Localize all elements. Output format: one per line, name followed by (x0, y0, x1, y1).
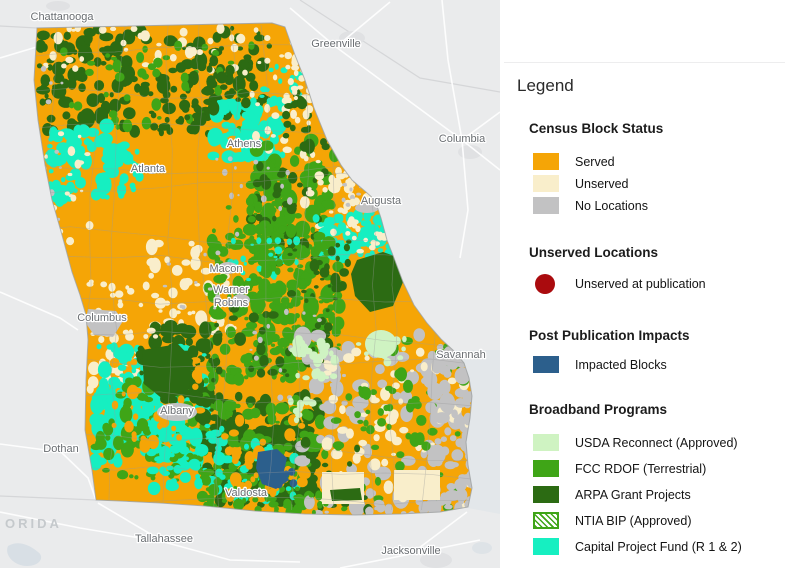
legend-item-label: Unserved at publication (575, 276, 706, 291)
map-city-label: Columbia (439, 133, 486, 145)
legend-item-label: No Locations (575, 198, 648, 213)
legend-item-unserved: Unserved (500, 175, 785, 192)
legend-item-unserved-at-publication: Unserved at publication (500, 273, 785, 294)
ntia-bip-hatch-swatch (533, 512, 559, 529)
panel-divider (504, 62, 785, 63)
map-city-label: Robins (214, 297, 249, 309)
no-locations-swatch (533, 197, 559, 214)
fcc-rdof-swatch (533, 460, 559, 477)
legend-item-ntia-bip: NTIA BIP (Approved) (500, 512, 785, 529)
legend-item-fcc-rdof: FCC RDOF (Terrestrial) (500, 460, 785, 477)
usda-reconnect-swatch (533, 434, 559, 451)
map-city-label: Savannah (436, 349, 486, 361)
legend-item-label: USDA Reconnect (Approved) (575, 435, 738, 450)
map-city-label: Dothan (43, 443, 78, 455)
census-block-mosaic-layer (34, 23, 472, 515)
impacted-blocks-swatch (533, 356, 559, 373)
map-city-label: Warner (213, 284, 249, 296)
arpa-grant-swatch (533, 486, 559, 503)
legend-item-no-locations: No Locations (500, 197, 785, 214)
served-swatch (533, 153, 559, 170)
legend-item-label: NTIA BIP (Approved) (575, 513, 692, 528)
legend-item-label: Served (575, 154, 615, 169)
map-city-label: Athens (227, 138, 262, 150)
map-state-label: ORIDA (5, 516, 62, 531)
map-city-label: Chattanooga (31, 11, 95, 23)
legend-item-arpa-grant: ARPA Grant Projects (500, 486, 785, 503)
georgia-broadband-map[interactable]: Chattanooga Greenville Columbia Athens Atlan… (0, 0, 500, 568)
legend-item-label: FCC RDOF (Terrestrial) (575, 461, 707, 476)
legend-panel: Legend Census Block Status Served Unserv… (500, 0, 785, 568)
map-city-label: Augusta (361, 195, 402, 207)
map-city-label: Albany (160, 405, 194, 417)
map-city-label: Greenville (311, 38, 361, 50)
legend-heading-broadband-programs: Broadband Programs (529, 402, 668, 417)
legend-title: Legend (517, 76, 574, 95)
unserved-publication-dot (535, 273, 555, 294)
legend-item-usda-reconnect: USDA Reconnect (Approved) (500, 434, 785, 451)
map-labels-layer: Chattanooga Greenville Columbia Athens Atlan… (5, 10, 487, 559)
state-border-layer (33, 22, 473, 516)
legend-heading-unserved-locations: Unserved Locations (529, 245, 659, 260)
map-city-label: Jacksonville (381, 545, 440, 557)
capital-project-fund-swatch (533, 538, 559, 555)
map-city-label: Atlanta (131, 163, 166, 175)
legend-heading-census-block-status: Census Block Status (529, 121, 664, 136)
legend-item-label: Impacted Blocks (575, 357, 667, 372)
legend-item-impacted-blocks: Impacted Blocks (500, 356, 785, 373)
map-canvas[interactable]: Chattanooga Greenville Columbia Athens Atlan… (0, 0, 500, 568)
legend-item-served: Served (500, 153, 785, 170)
legend-item-capital-project-fund: Capital Project Fund (R 1 & 2) (500, 538, 785, 555)
legend-item-label: Unserved (575, 176, 629, 191)
legend-item-label: Capital Project Fund (R 1 & 2) (575, 539, 742, 554)
map-city-label: Columbus (77, 312, 127, 324)
legend-heading-post-publication-impacts: Post Publication Impacts (529, 328, 690, 343)
map-city-label: Macon (209, 263, 242, 275)
legend-item-label: ARPA Grant Projects (575, 487, 691, 502)
map-city-label: Tallahassee (135, 533, 193, 545)
unserved-swatch (533, 175, 559, 192)
map-city-label: Valdosta (225, 487, 268, 499)
